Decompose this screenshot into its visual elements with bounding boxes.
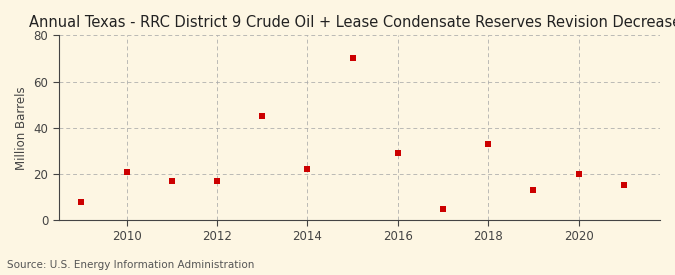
Point [437,206,448,211]
Point [573,172,584,176]
Point [618,183,629,188]
Point [347,56,358,60]
Y-axis label: Million Barrels: Million Barrels [15,86,28,169]
Point [167,179,178,183]
Point [392,151,403,155]
Text: Source: U.S. Energy Information Administration: Source: U.S. Energy Information Administ… [7,260,254,270]
Title: Annual Texas - RRC District 9 Crude Oil + Lease Condensate Reserves Revision Dec: Annual Texas - RRC District 9 Crude Oil … [30,15,675,30]
Point [483,142,493,146]
Point [302,167,313,172]
Point [528,188,539,192]
Point [122,169,132,174]
Point [76,199,87,204]
Point [212,179,223,183]
Point [257,114,268,118]
